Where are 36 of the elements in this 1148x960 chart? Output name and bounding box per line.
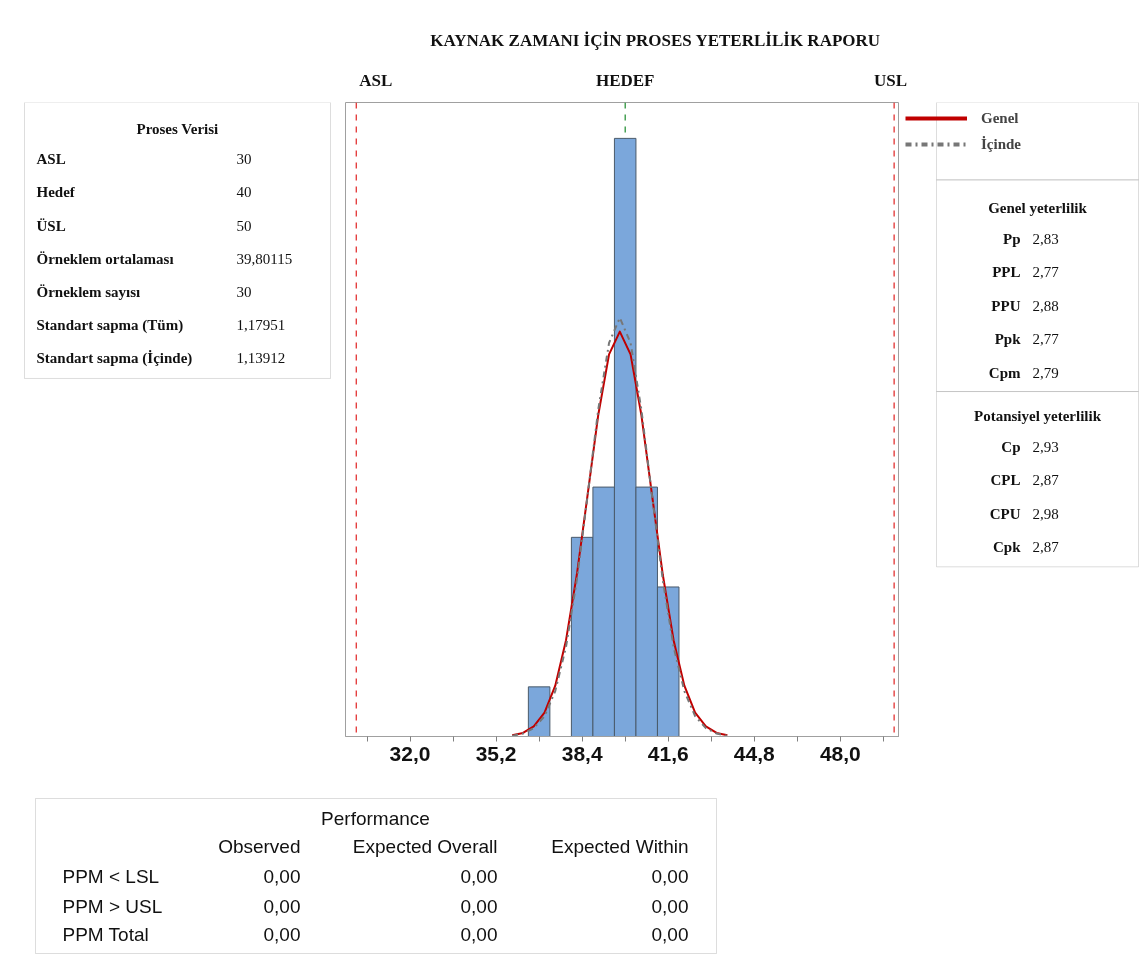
text: PPU 2,88 bbox=[991, 297, 1059, 314]
text: Potansiyel yeterlilik bbox=[973, 407, 1102, 424]
text: Cpk 2,87 bbox=[992, 539, 1060, 556]
text: Örneklem ortalaması 39,80115 bbox=[36, 250, 293, 267]
text: PPM < LSL 0,00 0,00 0,00 bbox=[62, 866, 689, 887]
x-tick-label: 44,8 bbox=[733, 741, 776, 765]
x-tick-label: 48,0 bbox=[819, 741, 861, 765]
text: PPL 2,77 bbox=[992, 264, 1060, 281]
text: ASL 30 bbox=[36, 151, 252, 168]
text: Proses Verisi bbox=[136, 120, 219, 137]
text: Cpm 2,79 bbox=[988, 364, 1059, 381]
text: CPU 2,98 bbox=[989, 505, 1059, 522]
x-tick-label: 35,2 bbox=[475, 741, 517, 765]
text: Cp 2,93 bbox=[1001, 438, 1059, 455]
text: Ppk 2,77 bbox=[994, 331, 1060, 348]
x-tick-label: 32,0 bbox=[389, 741, 431, 765]
text: Standart sapma (İçinde) 1,13912 bbox=[36, 349, 286, 366]
text: CPL 2,87 bbox=[990, 472, 1060, 489]
ref-line-label: HEDEF bbox=[595, 71, 655, 90]
text: Pp 2,83 bbox=[1003, 230, 1059, 247]
x-tick-label: 38,4 bbox=[561, 741, 603, 765]
text: ÜSL 50 bbox=[36, 217, 252, 234]
legend-label: Genel bbox=[981, 109, 1019, 127]
ref-line-label: USL bbox=[874, 71, 908, 90]
x-tick-label: 41,6 bbox=[647, 741, 689, 765]
text: Genel yeterlilik bbox=[988, 199, 1088, 216]
legend-label: İçinde bbox=[981, 135, 1022, 153]
text: Standart sapma (Tüm) 1,17951 bbox=[36, 316, 286, 333]
text: Observed Expected Overall Expected Within bbox=[218, 836, 689, 857]
text: Örneklem sayısı 30 bbox=[36, 283, 252, 300]
ref-line-label: ASL bbox=[359, 71, 393, 90]
text: Performance bbox=[321, 808, 430, 829]
text: Hedef 40 bbox=[36, 184, 252, 201]
text: PPM Total 0,00 0,00 0,00 bbox=[62, 924, 689, 945]
chart-title: KAYNAK ZAMANI İÇİN PROSES YETERLİLİK RAPORU bbox=[430, 31, 881, 50]
text: PPM > USL 0,00 0,00 0,00 bbox=[62, 896, 689, 917]
